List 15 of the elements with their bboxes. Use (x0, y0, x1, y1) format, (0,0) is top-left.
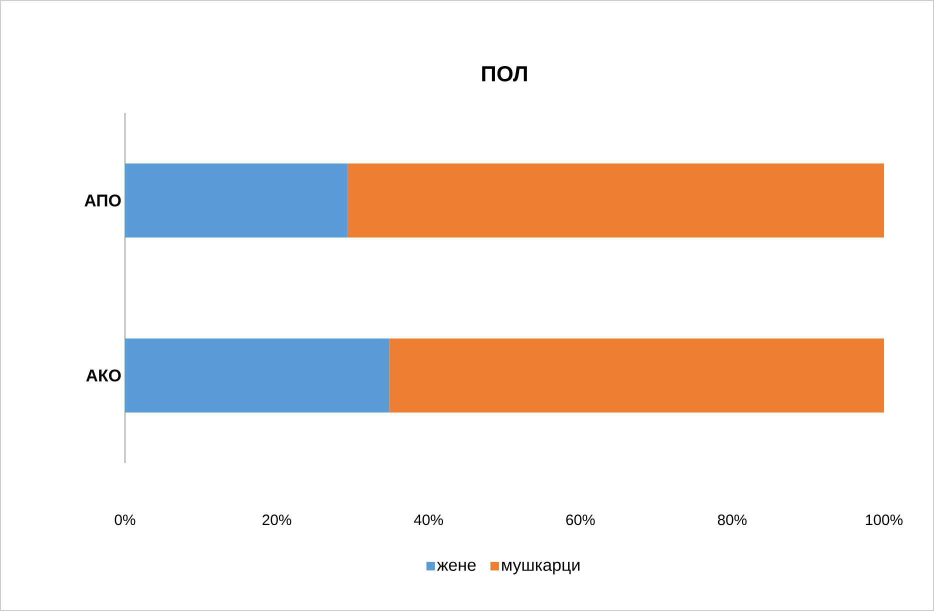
chart-title: ПОЛ (482, 66, 527, 82)
x-tick-label: 20% (262, 514, 292, 526)
x-tick-label: 60% (566, 514, 595, 526)
legend-label: мушкарци (502, 562, 580, 574)
bar (389, 338, 884, 413)
bar (125, 164, 348, 238)
bar (125, 338, 390, 413)
x-tick-label: 40% (414, 514, 444, 526)
bar (347, 164, 884, 238)
x-tick-label: 80% (718, 514, 747, 526)
y-tick-label: АКО (86, 370, 121, 382)
legend-label: жене (436, 562, 476, 571)
y-tick-label: АПО (84, 194, 121, 207)
x-tick-label: 0% (114, 514, 136, 526)
x-tick-label: 100% (866, 514, 903, 526)
